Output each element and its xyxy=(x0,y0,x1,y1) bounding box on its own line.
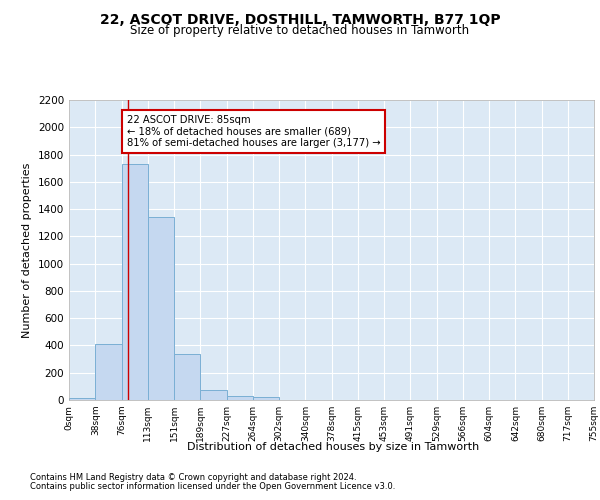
Bar xyxy=(227,396,253,400)
Text: 22, ASCOT DRIVE, DOSTHILL, TAMWORTH, B77 1QP: 22, ASCOT DRIVE, DOSTHILL, TAMWORTH, B77… xyxy=(100,12,500,26)
Y-axis label: Number of detached properties: Number of detached properties xyxy=(22,162,32,338)
Bar xyxy=(122,164,148,400)
Bar xyxy=(200,390,227,400)
Text: Size of property relative to detached houses in Tamworth: Size of property relative to detached ho… xyxy=(130,24,470,37)
Text: 22 ASCOT DRIVE: 85sqm
← 18% of detached houses are smaller (689)
81% of semi-det: 22 ASCOT DRIVE: 85sqm ← 18% of detached … xyxy=(127,115,380,148)
Bar xyxy=(253,398,279,400)
Text: Contains public sector information licensed under the Open Government Licence v3: Contains public sector information licen… xyxy=(30,482,395,491)
Text: Distribution of detached houses by size in Tamworth: Distribution of detached houses by size … xyxy=(187,442,479,452)
Bar xyxy=(95,344,122,400)
Text: Contains HM Land Registry data © Crown copyright and database right 2024.: Contains HM Land Registry data © Crown c… xyxy=(30,472,356,482)
Bar xyxy=(148,216,174,400)
Bar xyxy=(174,354,200,400)
Bar xyxy=(69,398,95,400)
